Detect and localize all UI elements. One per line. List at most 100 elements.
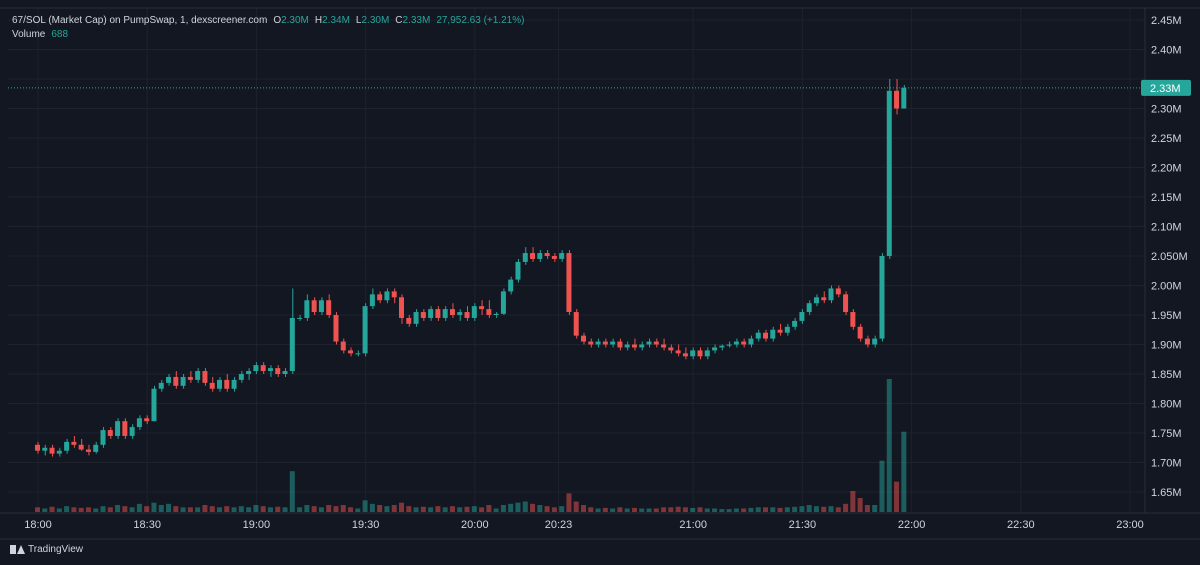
volume-bar	[209, 506, 215, 512]
candle-body	[413, 312, 419, 324]
candle-body	[158, 382, 164, 389]
candle-body	[449, 309, 455, 315]
candle-body	[144, 418, 150, 422]
tradingview-brand[interactable]: TradingView	[10, 544, 83, 555]
candle-body	[333, 315, 339, 342]
price-axis[interactable]: 2.45M 2.40M 2.30M 2.25M 2.20M 2.15M 2.10M 2.050…	[1151, 15, 1188, 499]
candle-body	[35, 444, 40, 451]
candle-body	[238, 374, 244, 380]
y-tick-label: 1.65M	[1151, 487, 1182, 499]
candle-body	[631, 344, 637, 348]
candle-body	[442, 309, 448, 318]
x-tick-label: 21:30	[789, 519, 817, 531]
volume-bar	[362, 500, 368, 512]
volume-bar	[282, 507, 288, 512]
volume-bars	[35, 379, 907, 512]
volume-bar	[537, 505, 543, 512]
x-tick-label: 18:30	[133, 519, 161, 531]
volume-bar	[406, 506, 412, 512]
candle-body	[559, 253, 565, 259]
candle-body	[697, 350, 703, 357]
candle-body	[209, 382, 215, 389]
candle-body	[835, 288, 841, 295]
candle-body	[93, 444, 99, 452]
candle-body	[326, 300, 332, 315]
volume-bar	[741, 508, 747, 512]
volume-bar	[755, 507, 761, 512]
volume-bar	[275, 506, 281, 512]
candle-body	[551, 256, 557, 259]
candle-body	[122, 421, 128, 436]
volume-bar	[187, 507, 193, 512]
candle-body	[646, 341, 652, 345]
volume-bar	[661, 507, 667, 512]
y-tick-label: 2.20M	[1151, 163, 1182, 175]
volume-bar	[675, 506, 681, 512]
candle-body	[115, 421, 121, 436]
candle-body	[675, 350, 681, 354]
candle-body	[377, 294, 383, 301]
volume-bar	[544, 506, 550, 512]
volume-bar	[348, 507, 354, 512]
time-axis[interactable]: 18:00 18:30 19:00 19:30 20:00 20:23 21:00 21:30…	[24, 519, 1144, 531]
volume-bar	[733, 508, 739, 512]
volume-bar	[530, 503, 536, 512]
last-price-line: 2.33M	[8, 79, 1191, 96]
x-tick-label: 23:00	[1116, 519, 1144, 531]
volume-bar	[93, 508, 99, 512]
volume-bar	[777, 507, 783, 512]
candle-body	[653, 341, 659, 345]
volume-bar	[289, 471, 295, 512]
volume-bar	[420, 506, 426, 512]
candle-body	[864, 338, 870, 345]
low-label: L	[355, 15, 362, 26]
candle-body	[180, 376, 186, 386]
volume-bar	[399, 502, 404, 512]
candle-body	[668, 347, 674, 351]
volume-bar	[391, 505, 397, 512]
candle-body	[224, 379, 230, 389]
volume-bar	[260, 506, 266, 512]
volume-bar	[195, 507, 201, 512]
volume-bar	[180, 507, 186, 512]
volume-bar	[136, 503, 142, 512]
volume-bar	[566, 493, 572, 512]
candle-body	[428, 309, 434, 318]
volume-bar	[369, 503, 375, 512]
candle-body	[304, 300, 310, 318]
y-tick-label: 1.80M	[1151, 399, 1182, 411]
volume-bar	[202, 505, 208, 512]
candle-body	[726, 344, 732, 346]
volume-bar	[333, 506, 339, 512]
volume-bar	[559, 506, 565, 512]
candle-body	[639, 344, 645, 348]
volume-bar	[799, 506, 805, 512]
candle-body	[522, 253, 528, 262]
candle-body	[318, 300, 324, 313]
candle-body	[566, 253, 572, 313]
symbol-title: 67/SOL (Market Cap) on PumpSwap, 1, dexs…	[12, 15, 268, 26]
candle-body	[486, 309, 492, 315]
candle-body	[748, 338, 754, 345]
volume-bar	[668, 507, 674, 512]
x-tick-label: 21:00	[679, 519, 707, 531]
candle-body	[297, 317, 303, 319]
volume-bar	[595, 508, 601, 512]
volume-bar	[784, 507, 790, 512]
candle-body	[828, 288, 834, 301]
candle-body	[610, 341, 616, 345]
x-tick-label: 19:30	[352, 519, 380, 531]
x-tick-label: 18:00	[24, 519, 52, 531]
candle-body	[894, 90, 900, 109]
volume-bar	[617, 507, 623, 512]
volume-bar	[690, 507, 696, 512]
volume-bar	[71, 507, 77, 512]
candle-body	[573, 312, 579, 336]
candle-body	[886, 90, 892, 256]
candle-body	[355, 353, 361, 355]
volume-bar	[857, 498, 863, 512]
candle-body	[690, 350, 696, 357]
volume-bar	[770, 507, 776, 512]
